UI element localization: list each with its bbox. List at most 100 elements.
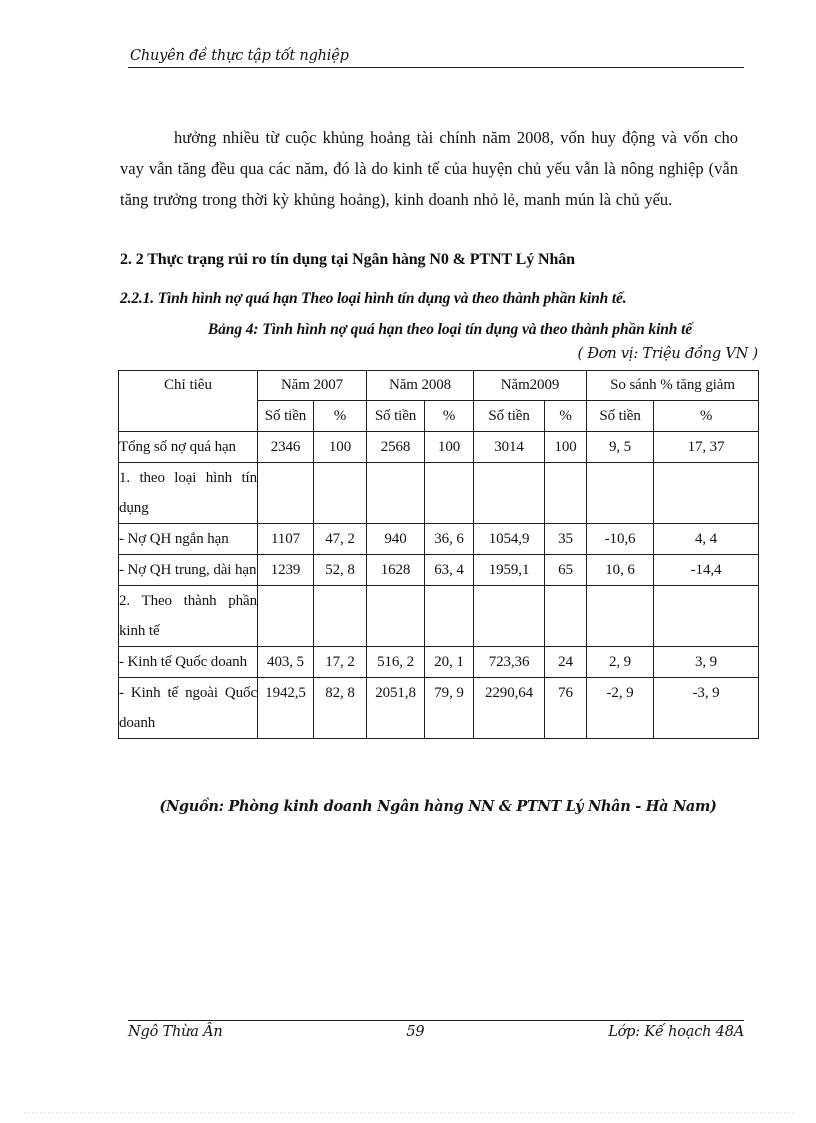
row-label: Tổng số nợ quá hạn (118, 431, 258, 463)
table-cell-value: 723,36 (473, 646, 546, 678)
header-comparison: So sánh % tăng giảm (586, 370, 760, 401)
table-cell-value: 100 (544, 431, 588, 463)
table-cell-value: 403, 5 (257, 646, 314, 678)
table-cell-value: 17, 2 (312, 646, 368, 678)
row-label: - Kinh tế Quốc doanh (118, 646, 258, 678)
table-unit-note: ( Đơn vị: Triệu đồng VN ) (577, 346, 758, 362)
table-cell-value: 63, 4 (424, 554, 475, 586)
table-cell-value: 2290,64 (473, 677, 546, 739)
table-cell-empty (312, 585, 368, 647)
table-cell-value: 65 (544, 554, 588, 586)
row-label: 1. theo loại hình tín dụng (118, 462, 258, 524)
section-heading: 2. 2 Thực trạng rủi ro tín dụng tại Ngân… (120, 251, 575, 268)
table-cell-empty (257, 462, 314, 524)
table-cell-value: 100 (424, 431, 475, 463)
body-paragraph: hưởng nhiều từ cuộc khủng hoảng tài chín… (120, 128, 738, 209)
row-label: 2. Theo thành phần kinh tế (118, 585, 258, 647)
table-cell-empty (544, 462, 588, 524)
table-cell-empty (366, 585, 426, 647)
table-cell-value: 10, 6 (586, 554, 655, 586)
table-cell-value: 2568 (366, 431, 426, 463)
table-cell-empty (473, 585, 546, 647)
table-cell-value: 1628 (366, 554, 426, 586)
table-cell-value: -3, 9 (653, 677, 760, 739)
table-cell-value: -10,6 (586, 523, 655, 555)
table-cell-value: 1107 (257, 523, 314, 555)
table-cell-value: 47, 2 (312, 523, 368, 555)
row-label: - Kinh tế ngoài Quốc doanh (118, 677, 258, 739)
table-caption: Bảng 4: Tình hình nợ quá hạn theo loại t… (207, 321, 693, 338)
footer-author: Ngô Thừa Ân (128, 1024, 223, 1040)
header-rule (128, 67, 744, 68)
header-amount-2008: Số tiền (366, 400, 426, 432)
table-cell-value: 3, 9 (653, 646, 760, 678)
running-header-text: Chuyên đề thực tập tốt nghiệp (130, 48, 349, 64)
table-cell-value: 36, 6 (424, 523, 475, 555)
table-cell-empty (653, 462, 760, 524)
table-cell-value: 1054,9 (473, 523, 546, 555)
table-header-row-sub: Số tiền % Số tiền % Số tiền % Số tiền % (119, 400, 760, 432)
footer-class: Lớp: Kế hoạch 48A (608, 1024, 744, 1040)
subsection-heading: 2.2.1. Tình hình nợ quá hạn Theo loại hì… (120, 290, 627, 307)
table-cell-empty (312, 462, 368, 524)
table-cell-value: 1239 (257, 554, 314, 586)
table-cell-empty (366, 462, 426, 524)
table-cell-value: 24 (544, 646, 588, 678)
table-body: Tổng số nợ quá hạn 2346 100 2568 100 3014 100 9… (118, 431, 760, 739)
table-cell-empty (586, 462, 655, 524)
overdue-debt-table: Chỉ tiêu Năm 2007 Năm 2008 Năm2009 So sá… (118, 370, 760, 739)
table-cell-empty (653, 585, 760, 647)
table-row: Tổng số nợ quá hạn 2346 100 2568 100 3014 100 9… (118, 431, 760, 463)
table-row: - Kinh tế ngoài Quốc doanh 1942,5 82, 8 205… (118, 677, 760, 739)
table-cell-value: 2346 (257, 431, 314, 463)
table-cell-empty (586, 585, 655, 647)
table-cell-empty (424, 585, 475, 647)
table-row: - Nợ QH trung, dài hạn 1239 52, 8 1628 63, 4… (118, 554, 760, 586)
header-year-2008: Năm 2008 (366, 370, 475, 401)
header-percent-2008: % (424, 400, 475, 432)
table-cell-empty (544, 585, 588, 647)
footer-rule (128, 1020, 744, 1021)
table-cell-value: 1959,1 (473, 554, 546, 586)
table-cell-empty (424, 462, 475, 524)
header-amount-2007: Số tiền (257, 400, 314, 432)
table-row: 2. Theo thành phần kinh tế (118, 585, 760, 647)
header-amount-2009: Số tiền (473, 400, 546, 432)
table-row: 1. theo loại hình tín dụng (118, 462, 760, 524)
page-footer: Ngô Thừa Ân 59 Lớp: Kế hoạch 48A (128, 1020, 744, 1040)
page-number: 59 (406, 1024, 425, 1040)
table-cell-value: 2, 9 (586, 646, 655, 678)
table-cell-value: 4, 4 (653, 523, 760, 555)
header-amount-comparison: Số tiền (586, 400, 655, 432)
scan-edge-artifact (24, 1112, 794, 1113)
table-cell-value: 20, 1 (424, 646, 475, 678)
table-row: - Kinh tế Quốc doanh 403, 5 17, 2 516, 2 20,… (118, 646, 760, 678)
table-cell-value: 3014 (473, 431, 546, 463)
table-header-row-groups: Chỉ tiêu Năm 2007 Năm 2008 Năm2009 So sá… (118, 370, 760, 432)
table-cell-value: 9, 5 (586, 431, 655, 463)
table-cell-value: 2051,8 (366, 677, 426, 739)
table-cell-value: 82, 8 (312, 677, 368, 739)
header-percent-comparison: % (653, 400, 760, 432)
table-container: Chỉ tiêu Năm 2007 Năm 2008 Năm2009 So sá… (118, 370, 760, 739)
header-year-2007: Năm 2007 (256, 370, 368, 401)
table-cell-empty (257, 585, 314, 647)
table-cell-value: 940 (366, 523, 426, 555)
table-source-note: (Nguồn: Phòng kinh doanh Ngân hàng NN & … (159, 798, 717, 815)
body-text-block: hưởng nhiều từ cuộc khủng hoảng tài chín… (120, 122, 738, 215)
table-cell-value: 79, 9 (424, 677, 475, 739)
table-cell-value: 100 (312, 431, 368, 463)
table-cell-value: 35 (544, 523, 588, 555)
table-cell-value: -14,4 (653, 554, 760, 586)
header-percent-2007: % (312, 400, 368, 432)
row-label: - Nợ QH ngắn hạn (118, 523, 258, 555)
table-cell-value: -2, 9 (586, 677, 655, 739)
header-chi-tieu: Chỉ tiêu (118, 370, 258, 432)
table-cell-value: 1942,5 (257, 677, 314, 739)
table-cell-value: 516, 2 (366, 646, 426, 678)
table-cell-empty (473, 462, 546, 524)
table-cell-value: 52, 8 (312, 554, 368, 586)
header-percent-2009: % (544, 400, 588, 432)
table-row: - Nợ QH ngắn hạn 1107 47, 2 940 36, 6 1054,9 3… (118, 523, 760, 555)
